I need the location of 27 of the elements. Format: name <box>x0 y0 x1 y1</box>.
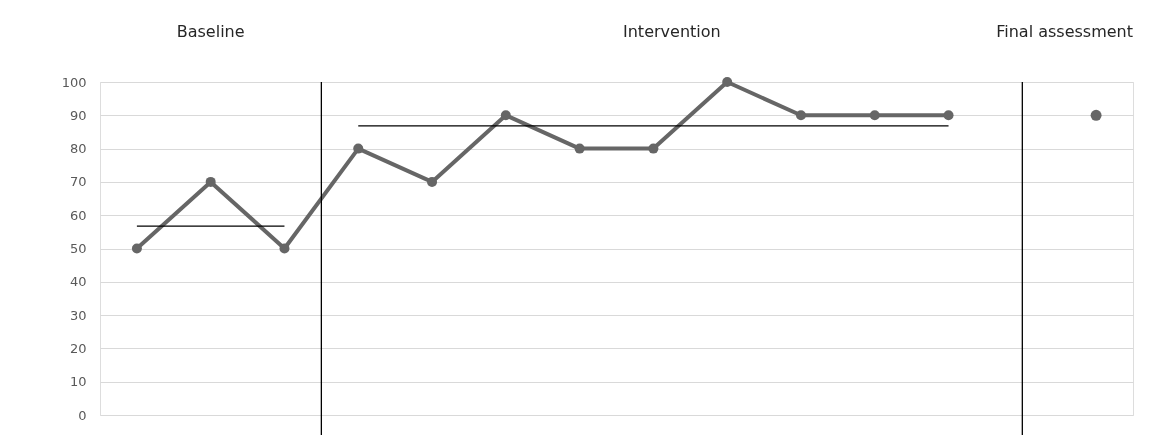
point <box>205 176 216 187</box>
y-tick-label: 40 <box>69 274 87 290</box>
y-tick-label: 100 <box>61 74 87 90</box>
y-tick-label: 80 <box>69 141 87 157</box>
y-tick-label: 20 <box>69 340 87 356</box>
point <box>279 243 290 254</box>
point <box>795 110 806 121</box>
y-tick-label: 70 <box>69 174 87 190</box>
y-tick-label: 60 <box>69 207 87 223</box>
y-tick-label: 10 <box>69 374 87 390</box>
point <box>722 77 733 87</box>
y-tick-label: 50 <box>69 241 87 256</box>
point <box>648 143 659 154</box>
point <box>353 143 364 154</box>
text: Intervention <box>623 22 721 41</box>
point <box>427 176 438 187</box>
point <box>1090 109 1102 121</box>
y-tick-label: 30 <box>69 307 87 323</box>
y-tick-label: 0 <box>78 407 87 423</box>
text: Final assessment <box>996 22 1133 41</box>
point <box>574 143 585 154</box>
point <box>869 110 880 121</box>
point <box>943 110 954 121</box>
point <box>500 110 511 121</box>
y-tick-label: 90 <box>69 107 87 123</box>
point <box>131 243 142 254</box>
text: Baseline <box>176 22 245 41</box>
